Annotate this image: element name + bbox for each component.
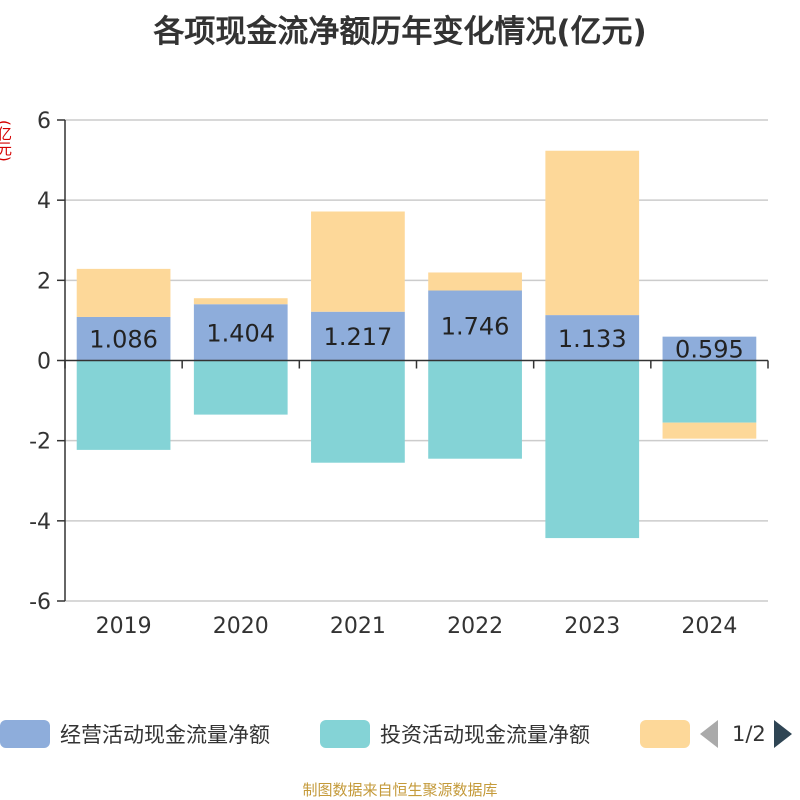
legend-swatch-operating [0,720,50,748]
y-tick-label: -4 [29,510,51,535]
bar-series-2-2019[interactable] [76,268,171,317]
y-tick-label: 0 [37,350,51,375]
bar-series-1-2019[interactable] [76,360,171,450]
axes: -6 -4 -2 0 2 4 6 2019 2020 2021 2022 2023 2024 [29,109,769,639]
bar-value-label: 1.133 [558,325,627,353]
legend-swatch-third [640,720,690,748]
chart-title: 各项现金流净额历年变化情况(亿元) [153,14,647,50]
y-tick-label: -2 [29,430,51,455]
legend: 经营活动现金流量净额 投资活动现金流量净额 1/2 [0,716,800,752]
bar-value-label: 1.086 [89,326,158,354]
bar-series-0-2022[interactable] [428,290,522,361]
bar-series-1-2020[interactable] [193,360,288,415]
bar-series-0-2024[interactable] [662,336,757,361]
bar-chart: -6 -4 -2 0 2 4 6 2019 2020 2021 2022 2023 2024 1.086… [29,109,769,639]
bar-value-label: 1.404 [206,319,275,347]
legend-pager: 1/2 [700,716,792,752]
bar-series-1-2022[interactable] [428,360,522,459]
bar-series-0-2021[interactable] [311,311,405,361]
y-tick-label: 6 [37,109,51,134]
x-tick-label: 2024 [681,614,737,639]
grid-lines [65,119,768,602]
x-tick-label: 2020 [213,614,269,639]
bar-series-0-2020[interactable] [193,304,288,361]
legend-item-operating[interactable]: 经营活动现金流量净额 [0,716,270,752]
x-tick-label: 2021 [330,614,386,639]
bar-series-2-2022[interactable] [428,272,522,291]
legend-page-indicator: 1/2 [732,722,766,746]
x-tick-label: 2022 [447,614,503,639]
bar-series-2-2020[interactable] [193,298,288,305]
bar-series-0-2023[interactable] [545,315,640,361]
bar-series-2-2021[interactable] [311,211,405,312]
legend-next-icon[interactable] [773,720,792,748]
legend-item-third[interactable] [640,716,690,752]
bar-series-1-2021[interactable] [311,360,405,463]
bar-value-label: 0.595 [675,336,744,364]
y-tick-label: -6 [29,590,51,615]
bar-value-label: 1.217 [324,323,393,351]
data-source-footer: 制图数据来自恒生聚源数据库 [302,781,498,799]
x-tick-label: 2019 [96,614,152,639]
bars [76,150,757,539]
bar-series-0-2019[interactable] [76,316,171,361]
y-tick-label: 2 [37,269,51,294]
bar-series-2-2024[interactable] [662,422,757,439]
legend-item-investing[interactable]: 投资活动现金流量净额 [320,716,590,752]
y-tick-label: 4 [37,189,51,214]
y-axis-unit: (亿元) [0,120,13,162]
legend-swatch-investing [320,720,370,748]
bar-value-label: 1.746 [441,313,510,341]
legend-label-investing: 投资活动现金流量净额 [380,723,590,747]
bar-series-2-2023[interactable] [545,150,640,316]
bar-series-1-2023[interactable] [545,360,640,539]
data-labels: 1.086 1.404 1.217 1.746 1.133 0.595 [89,313,744,364]
bar-series-1-2024[interactable] [662,360,757,423]
x-tick-label: 2023 [564,614,620,639]
legend-label-operating: 经营活动现金流量净额 [60,723,270,747]
legend-prev-icon[interactable] [700,720,718,748]
